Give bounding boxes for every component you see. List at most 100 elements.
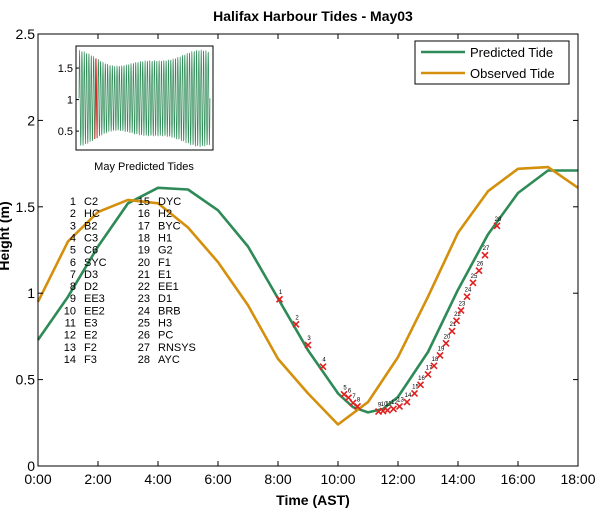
station-code: AYC bbox=[158, 354, 180, 366]
marker-stroke bbox=[481, 251, 489, 259]
station-marker-27: 27 bbox=[481, 246, 490, 259]
station-number: 12 bbox=[64, 330, 76, 342]
station-marker-13: 13 bbox=[395, 397, 404, 410]
marker-stroke bbox=[353, 402, 362, 410]
x-tick-label: 4:00 bbox=[144, 471, 171, 487]
station-entry-7: 7 D3 bbox=[70, 269, 98, 281]
marker-stroke bbox=[493, 222, 501, 230]
marker-stroke bbox=[349, 399, 357, 407]
marker-label: 4 bbox=[322, 358, 326, 364]
marker-stroke bbox=[448, 327, 456, 335]
station-code: F3 bbox=[84, 354, 97, 366]
marker-label: 11 bbox=[385, 401, 392, 407]
station-code: E2 bbox=[84, 330, 97, 342]
inset-signal-line bbox=[78, 50, 96, 146]
station-code: BRB bbox=[158, 305, 181, 317]
marker-stroke bbox=[383, 406, 392, 414]
inset-chart: 1.5 1 0.5 May Predicted Tides bbox=[58, 45, 214, 173]
marker-label: 13 bbox=[397, 397, 404, 403]
y-tick-label: 0.5 bbox=[16, 372, 36, 388]
legend-observed-label: Observed Tide bbox=[470, 66, 555, 81]
station-marker-17: 17 bbox=[424, 365, 433, 378]
station-code: F1 bbox=[158, 257, 171, 269]
marker-label: 26 bbox=[477, 262, 484, 268]
station-code: SYC bbox=[84, 257, 107, 269]
marker-label: 17 bbox=[426, 365, 433, 371]
inset-y-tick-label: 0.5 bbox=[58, 126, 73, 138]
station-entry-10: 10 EE2 bbox=[64, 305, 105, 317]
station-number: 8 bbox=[70, 281, 76, 293]
axis-layer: 0:00 2:00 4:00 6:00 8:00 10:00 12:00 14:00 16:00… bbox=[16, 26, 596, 487]
station-number: 22 bbox=[138, 281, 150, 293]
marker-label: 27 bbox=[483, 246, 490, 252]
station-entry-4: 4 C3 bbox=[70, 232, 98, 244]
y-tick-label: 1.5 bbox=[16, 199, 36, 215]
y-tick-label: 2 bbox=[27, 112, 35, 128]
station-number: 13 bbox=[64, 342, 76, 354]
station-entry-9: 9 EE3 bbox=[70, 293, 105, 305]
station-marker-26: 26 bbox=[475, 262, 484, 275]
x-axis-label: Time (AST) bbox=[276, 492, 350, 508]
legend: Predicted Tide Observed Tide bbox=[414, 40, 570, 85]
marker-label: 16 bbox=[418, 376, 425, 382]
station-entry-2: 2 HC bbox=[70, 208, 100, 220]
marker-label: 9 bbox=[378, 403, 382, 409]
marker-stroke bbox=[403, 398, 411, 406]
marker-stroke bbox=[410, 389, 419, 397]
station-number: 4 bbox=[70, 232, 76, 244]
plot-frame bbox=[37, 33, 579, 467]
station-entry-18: 18 H1 bbox=[138, 232, 172, 244]
station-marker-22: 22 bbox=[452, 312, 461, 325]
station-code: C3 bbox=[84, 232, 98, 244]
station-marker-14: 14 bbox=[403, 393, 412, 406]
station-number: 2 bbox=[70, 208, 76, 220]
legend-box bbox=[414, 40, 570, 85]
marker-label: 20 bbox=[444, 334, 451, 340]
x-tick-label: 18:00 bbox=[560, 471, 595, 487]
marker-label: 19 bbox=[438, 346, 445, 352]
station-number: 5 bbox=[70, 245, 76, 257]
marker-stroke bbox=[424, 370, 432, 378]
station-code: EE2 bbox=[84, 305, 105, 317]
station-code: E3 bbox=[84, 318, 97, 330]
station-entry-5: 5 C6 bbox=[70, 245, 98, 257]
station-marker-18: 18 bbox=[430, 357, 439, 370]
station-code: C6 bbox=[84, 245, 98, 257]
marker-label: 6 bbox=[348, 389, 352, 395]
station-code: PC bbox=[158, 330, 173, 342]
station-number: 17 bbox=[138, 220, 150, 232]
marker-stroke bbox=[389, 405, 398, 413]
station-entry-12: 12 E2 bbox=[64, 330, 98, 342]
marker-stroke bbox=[436, 351, 444, 359]
station-entry-3: 3 B2 bbox=[70, 220, 98, 232]
station-marker-20: 20 bbox=[442, 334, 451, 347]
marker-stroke bbox=[457, 306, 465, 315]
station-entry-27: 27 RNSYS bbox=[138, 342, 196, 354]
marker-label: 7 bbox=[352, 394, 356, 400]
station-marker-21: 21 bbox=[448, 322, 457, 335]
station-marker-12: 12 bbox=[389, 400, 398, 413]
station-marker-11: 11 bbox=[383, 401, 392, 414]
chart-title: Halifax Harbour Tides - May03 bbox=[213, 8, 413, 24]
station-number: 3 bbox=[70, 220, 76, 232]
station-marker-28: 28 bbox=[493, 217, 502, 230]
x-tick-label: 14:00 bbox=[440, 471, 475, 487]
inset-highlight bbox=[94, 58, 98, 140]
station-marker-16: 16 bbox=[416, 376, 425, 389]
x-tick-label: 10:00 bbox=[320, 471, 355, 487]
marker-stroke bbox=[469, 279, 477, 287]
station-code: HC bbox=[84, 208, 100, 220]
station-code: H2 bbox=[158, 208, 172, 220]
station-code: EE1 bbox=[158, 281, 179, 293]
station-entry-19: 19 G2 bbox=[138, 245, 173, 257]
station-marker-4: 4 bbox=[319, 358, 327, 371]
station-number: 9 bbox=[70, 293, 76, 305]
station-number: 15 bbox=[138, 196, 150, 208]
series-layer bbox=[36, 165, 579, 426]
station-number: 16 bbox=[138, 208, 150, 220]
station-number: 11 bbox=[65, 318, 76, 330]
station-code: F2 bbox=[84, 342, 97, 354]
station-code: D1 bbox=[158, 293, 172, 305]
station-number: 27 bbox=[138, 342, 150, 354]
